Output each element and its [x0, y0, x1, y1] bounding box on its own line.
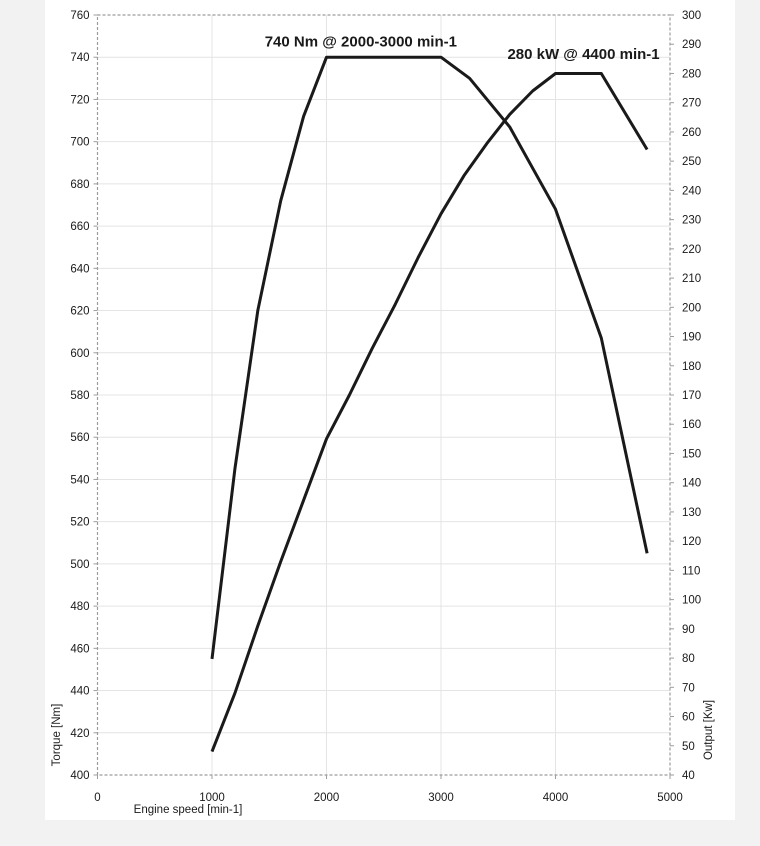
left-axis-tick-label: 500 — [70, 559, 89, 571]
left-axis-tick-label: 460 — [70, 643, 89, 655]
right-axis-tick-label: 300 — [682, 10, 701, 22]
right-axis-tick-label: 60 — [682, 712, 695, 724]
x-axis-tick-label: 4000 — [543, 792, 569, 804]
right-axis-tick-label: 230 — [682, 215, 701, 227]
right-axis-tick-label: 130 — [682, 507, 701, 519]
right-axis-tick-label: 140 — [682, 478, 701, 490]
right-axis-title: Output [Kw] — [703, 700, 715, 760]
right-axis-tick-label: 40 — [682, 770, 695, 782]
power-curve — [210, 72, 649, 753]
left-axis-tick-label: 580 — [70, 390, 89, 402]
right-axis-tick-label: 70 — [682, 682, 695, 694]
right-axis-tick-label: 50 — [682, 741, 695, 753]
right-axis-tick-label: 270 — [682, 98, 701, 110]
left-axis-tick-label: 660 — [70, 221, 89, 233]
right-axis-tick-label: 240 — [682, 185, 701, 197]
left-axis-title: Torque [Nm] — [51, 704, 63, 767]
right-axis-tick-label: 220 — [682, 244, 701, 256]
x-axis-tick-label: 0 — [94, 792, 100, 804]
left-axis-tick-label: 720 — [70, 94, 89, 106]
x-axis-tick-label: 3000 — [428, 792, 454, 804]
left-axis-tick-label: 740 — [70, 52, 89, 64]
left-axis-tick-label: 480 — [70, 601, 89, 613]
left-axis-tick-label: 400 — [70, 770, 89, 782]
right-axis-tick-label: 200 — [682, 302, 701, 314]
x-axis-title: Engine speed [min-1] — [134, 804, 243, 816]
right-axis-tick-label: 190 — [682, 332, 701, 344]
left-axis-tick-label: 620 — [70, 306, 89, 318]
right-axis-tick-label: 110 — [682, 565, 700, 577]
right-axis-tick-label: 90 — [682, 624, 695, 636]
x-axis-tick-label: 1000 — [199, 792, 225, 804]
left-axis-tick-label: 420 — [70, 728, 89, 740]
left-axis-tick-label: 520 — [70, 517, 89, 529]
right-axis-tick-label: 290 — [682, 39, 701, 51]
power-peak-label: 280 kW @ 4400 min-1 — [507, 46, 659, 63]
x-axis-tick-label: 5000 — [657, 792, 683, 804]
right-axis-tick-label: 160 — [682, 419, 701, 431]
torque-peak-label: 740 Nm @ 2000-3000 min-1 — [265, 34, 457, 51]
right-axis-tick-label: 260 — [682, 127, 701, 139]
right-axis-tick-label: 170 — [682, 390, 701, 402]
right-axis-tick-label: 100 — [682, 595, 701, 607]
left-axis-tick-label: 440 — [70, 686, 89, 698]
left-axis-tick-label: 560 — [70, 432, 89, 444]
left-axis-tick-label: 700 — [70, 137, 89, 149]
left-axis-tick-label: 540 — [70, 474, 89, 486]
right-axis-tick-label: 210 — [682, 273, 701, 285]
right-axis-tick-label: 180 — [682, 361, 701, 373]
x-axis-tick-label: 2000 — [314, 792, 340, 804]
left-axis-tick-label: 640 — [70, 263, 89, 275]
right-axis-tick-label: 80 — [682, 653, 695, 665]
left-axis-tick-label: 760 — [70, 10, 89, 22]
right-axis-tick-label: 250 — [682, 156, 701, 168]
left-axis-tick-label: 600 — [70, 348, 89, 360]
right-axis-tick-label: 280 — [682, 68, 701, 80]
left-axis-tick-label: 680 — [70, 179, 89, 191]
chart-panel — [45, 0, 735, 820]
right-axis-tick-label: 150 — [682, 448, 701, 460]
torque-curve — [210, 55, 649, 660]
right-axis-tick-label: 120 — [682, 536, 701, 548]
